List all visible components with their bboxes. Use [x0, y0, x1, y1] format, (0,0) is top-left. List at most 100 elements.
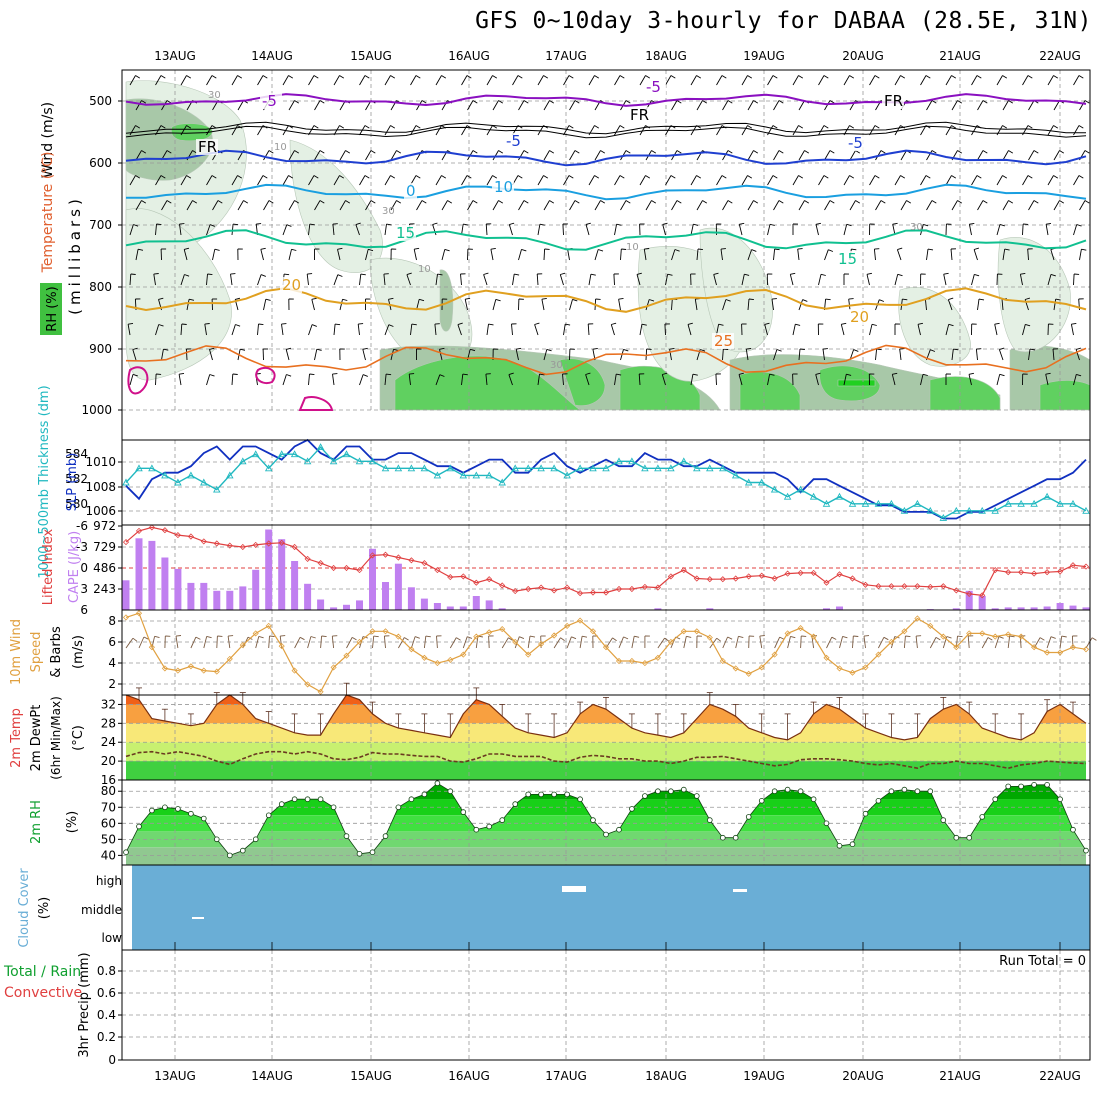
wind-barb: [594, 249, 599, 261]
wind-barb: [337, 249, 341, 261]
rh2m-point: [629, 806, 635, 812]
wind-barb: [543, 349, 548, 361]
contour-label: FR: [630, 106, 649, 124]
wind-barb: [508, 374, 513, 386]
temperature-contour: [255, 366, 276, 384]
wind-barb-flag: [130, 273, 136, 275]
wind-barb: [645, 299, 650, 311]
cape-bar: [187, 582, 195, 610]
wind-barb: [206, 175, 213, 186]
wind10-barb: [190, 636, 197, 649]
wind-barb: [741, 125, 748, 136]
wind-barb: [977, 200, 984, 211]
wind-barb: [926, 249, 929, 261]
date-label-bottom: 20AUG: [842, 1069, 884, 1083]
relative-humidity-shading: [125, 80, 1091, 411]
wind-barb-flag: [135, 175, 141, 179]
wind-barb: [186, 299, 190, 311]
temp-dewpoint-series: [125, 682, 1087, 770]
wind-barb-flag: [1029, 348, 1036, 351]
wind10-barb-flag: [759, 635, 765, 637]
wind-barb: [332, 224, 335, 236]
wind-barb: [869, 75, 876, 86]
wind-barb: [741, 75, 748, 86]
wind-barb-flag: [441, 75, 447, 79]
wind-barb-flag: [1084, 100, 1090, 104]
rh2m-point: [745, 814, 752, 820]
wind-barb-flag: [360, 273, 366, 276]
wind-barb: [282, 374, 287, 386]
cape-bar: [1056, 603, 1064, 610]
wind-barb: [1052, 348, 1055, 361]
temperature-contour: [125, 125, 1087, 139]
thickness-point: [926, 506, 935, 514]
wind-barb: [614, 374, 617, 386]
rh2m-point: [434, 780, 441, 786]
wind-barb: [894, 125, 901, 136]
wind-barb: [416, 200, 423, 211]
rh2m-point: [719, 834, 726, 841]
wind-barb: [359, 175, 366, 186]
wind-barb-flag: [509, 222, 515, 225]
wind-barb-flag: [953, 348, 959, 351]
wind-barb-flag: [697, 248, 703, 251]
thickness-point: [783, 492, 792, 500]
wind-barb-flag: [260, 247, 266, 250]
wind-barb-flag: [790, 272, 796, 275]
ylabel-millibars: (millibars): [66, 195, 84, 315]
wind-barb-flag: [943, 272, 949, 275]
wind-barb-flag: [447, 200, 453, 204]
wind10-tick: 2: [108, 677, 116, 691]
wind-barb: [614, 175, 621, 186]
cape-bar: [200, 582, 208, 610]
wind-barb-flag: [849, 175, 855, 179]
wind-barb: [288, 249, 292, 261]
wind-barb-flag: [541, 297, 547, 300]
lifted-index-point: [589, 589, 597, 596]
wind-barb-flag: [166, 150, 172, 154]
wind-barb: [257, 274, 262, 286]
rh-shade: [997, 237, 1071, 353]
wind10-speed-point: [356, 638, 363, 645]
wind-barb-flag: [747, 75, 753, 79]
wind-barb: [843, 374, 847, 386]
wind10-barb: [618, 636, 624, 649]
thickness-point: [239, 457, 247, 465]
wind-barb-flag: [307, 273, 313, 275]
wind-barb-flag: [543, 75, 549, 79]
thickness-point: [381, 464, 390, 472]
rh2m-point: [343, 833, 350, 839]
cape-bar: [213, 590, 221, 610]
wind-barb-flag: [415, 175, 421, 179]
wind10-barb-flag: [727, 636, 733, 640]
rh2m-point: [1057, 796, 1063, 802]
temp2m-tick: 20: [101, 754, 116, 768]
wind-barb: [186, 200, 193, 211]
cape-tick: 486: [93, 561, 116, 575]
rh2m-point: [1018, 783, 1024, 790]
ylabel-cape: CAPE (J/kg): [67, 531, 82, 603]
wind-barb: [537, 75, 544, 86]
wind-barb-flag: [829, 200, 835, 204]
wind-barb: [662, 224, 666, 236]
ylabel-slp: SLP (mb): [65, 453, 80, 512]
wind-barb: [543, 200, 550, 211]
lifted-index-point: [317, 560, 324, 567]
lifted-index-point: [330, 564, 337, 572]
rh2m-point: [603, 831, 609, 838]
lifted-index-point: [226, 542, 233, 549]
wind-barb-flag: [256, 223, 262, 225]
temperature-contour: [125, 149, 1087, 167]
wind-barb-flag: [973, 247, 980, 250]
wind10-barb: [255, 636, 260, 649]
wind10-speed-point: [953, 644, 960, 651]
wind-barb-flag: [539, 373, 545, 376]
date-label-top: 16AUG: [448, 49, 490, 63]
temperature-contour: [125, 121, 1086, 135]
wind-barb: [285, 349, 290, 361]
wind-barb-flag: [415, 125, 421, 129]
thickness-point: [420, 464, 429, 472]
rh2m-point: [1044, 781, 1050, 788]
wind-barb-flag: [265, 298, 271, 301]
wind-barb-flag: [1008, 150, 1014, 154]
